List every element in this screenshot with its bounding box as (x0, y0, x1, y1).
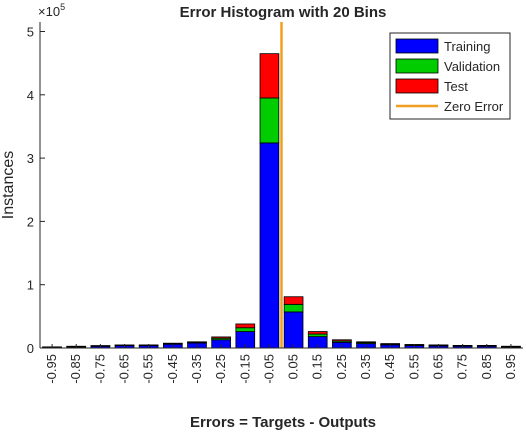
bar-test-13 (356, 341, 376, 344)
y-exponent-power: 5 (60, 2, 65, 12)
y-tick-label-0: 0 (27, 341, 34, 356)
x-tick-label-9: -0.05 (261, 354, 276, 384)
legend-label-zero-error: Zero Error (444, 99, 504, 114)
y-tick-label-4: 4 (27, 88, 34, 103)
x-tick-label-14: 0.45 (382, 354, 397, 379)
ticks-layer: 0 1 2 3 4 5 -0.95 -0.85 -0.75 -0.65 -0.55 -0.45 -0.3… (27, 24, 518, 383)
bar-test-6 (187, 341, 207, 343)
x-tick-label-5: -0.45 (165, 354, 180, 384)
bar-test-5 (163, 342, 183, 345)
x-tick-label-16: 0.65 (430, 354, 445, 379)
x-tick-label-10: 0.05 (286, 354, 301, 379)
y-tick-label-1: 1 (27, 278, 34, 293)
bar-test-9 (259, 53, 280, 99)
y-exponent-base: ×10 (38, 4, 60, 19)
x-tick-label-0: -0.95 (44, 354, 59, 384)
legend-swatch-training (395, 38, 439, 54)
y-tick-label-2: 2 (27, 214, 34, 229)
x-tick-label-11: 0.15 (310, 354, 325, 379)
bar-training-9 (259, 142, 280, 349)
bar-validation-10 (283, 303, 304, 313)
x-tick-label-7: -0.25 (213, 354, 228, 384)
x-tick-label-6: -0.35 (189, 354, 204, 384)
y-exponent-label: ×105 (38, 2, 65, 19)
bar-validation-8 (235, 327, 256, 332)
legend: Training Validation Test Zero Error (389, 32, 511, 120)
x-tick-label-18: 0.85 (479, 354, 494, 379)
x-tick-label-2: -0.75 (92, 354, 107, 384)
chart-title: Error Histogram with 20 Bins (180, 4, 387, 21)
x-tick-label-12: 0.25 (334, 354, 349, 379)
bar-test-8 (235, 323, 256, 329)
bar-training-10 (283, 311, 304, 349)
legend-swatch-validation (395, 58, 439, 74)
legend-label-validation: Validation (444, 59, 500, 74)
legend-swatch-test (395, 78, 439, 94)
x-tick-label-1: -0.85 (68, 354, 83, 384)
x-tick-label-8: -0.15 (237, 354, 252, 384)
bar-validation-9 (259, 97, 280, 144)
bar-test-12 (332, 339, 352, 342)
x-tick-label-13: 0.35 (358, 354, 373, 379)
axes-layer (39, 22, 523, 349)
x-tick-label-15: 0.55 (406, 354, 421, 379)
y-tick-label-5: 5 (27, 24, 34, 39)
x-axis-label: Errors = Targets - Outputs (190, 414, 376, 431)
legend-label-training: Training (444, 39, 490, 54)
x-tick-label-17: 0.75 (455, 354, 470, 379)
y-axis-label: Instances (0, 151, 17, 219)
x-tick-label-19: 0.95 (503, 354, 518, 379)
bar-test-11 (307, 331, 328, 335)
legend-label-test: Test (444, 79, 468, 94)
bar-test-10 (283, 296, 304, 305)
bar-test-7 (211, 336, 231, 339)
x-tick-label-3: -0.65 (117, 354, 132, 384)
y-tick-label-3: 3 (27, 151, 34, 166)
x-tick-label-4: -0.55 (141, 354, 156, 384)
